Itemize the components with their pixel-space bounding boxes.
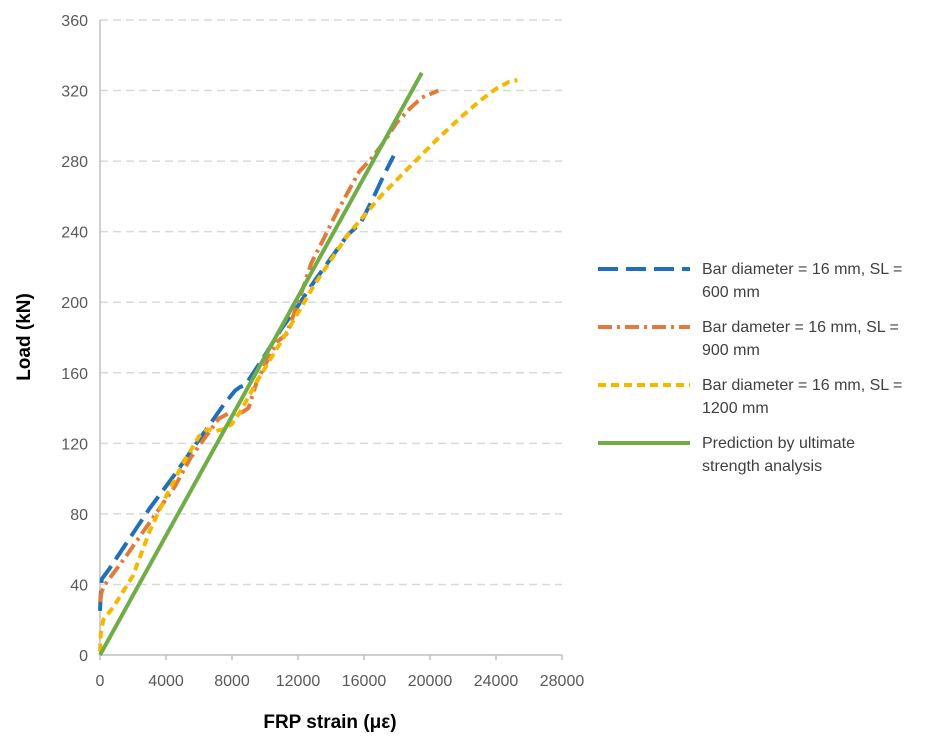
axes	[100, 20, 562, 660]
legend: Bar diameter = 16 mm, SL = 600 mm Bar dame…	[598, 261, 902, 475]
y-tick-label: 200	[61, 295, 88, 312]
x-tick-label: 4000	[148, 673, 184, 690]
series-line-3	[100, 80, 518, 652]
y-tick-label: 280	[61, 154, 88, 171]
y-tick-label: 80	[70, 507, 88, 524]
y-tick-label: 360	[61, 13, 88, 30]
y-tick-label: 120	[61, 436, 88, 453]
x-tick-label: 20000	[408, 673, 453, 690]
legend-label: Bar dameter = 16 mm, SL =	[702, 319, 899, 336]
legend-label: 900 mm	[702, 342, 760, 359]
legend-label: strength analysis	[702, 458, 822, 475]
x-tick-label: 8000	[214, 673, 250, 690]
x-tick-label: 0	[96, 673, 105, 690]
legend-label: 600 mm	[702, 284, 760, 301]
legend-label: 1200 mm	[702, 400, 769, 417]
series-line-4	[100, 73, 422, 655]
tick-labels: 0 40 80 120 160 200 240 280 320 360 0 4000 8000 12000…	[61, 13, 584, 690]
y-tick-label: 240	[61, 225, 88, 242]
y-tick-label: 0	[79, 648, 88, 665]
series-lines	[100, 73, 518, 655]
x-axis-title: FRP strain (με)	[263, 712, 396, 733]
x-tick-label: 28000	[540, 673, 585, 690]
x-tick-label: 24000	[474, 673, 519, 690]
x-tick-label: 12000	[276, 673, 321, 690]
legend-label: Prediction by ultimate	[702, 435, 855, 452]
legend-label: Bar diameter = 16 mm, SL =	[702, 377, 902, 394]
gridlines	[100, 20, 562, 584]
legend-label: Bar diameter = 16 mm, SL =	[702, 261, 902, 278]
y-tick-label: 320	[61, 84, 88, 101]
y-axis-title: Load (kN)	[14, 293, 35, 381]
x-tick-label: 16000	[342, 673, 387, 690]
y-tick-label: 160	[61, 366, 88, 383]
y-tick-label: 40	[70, 577, 88, 594]
